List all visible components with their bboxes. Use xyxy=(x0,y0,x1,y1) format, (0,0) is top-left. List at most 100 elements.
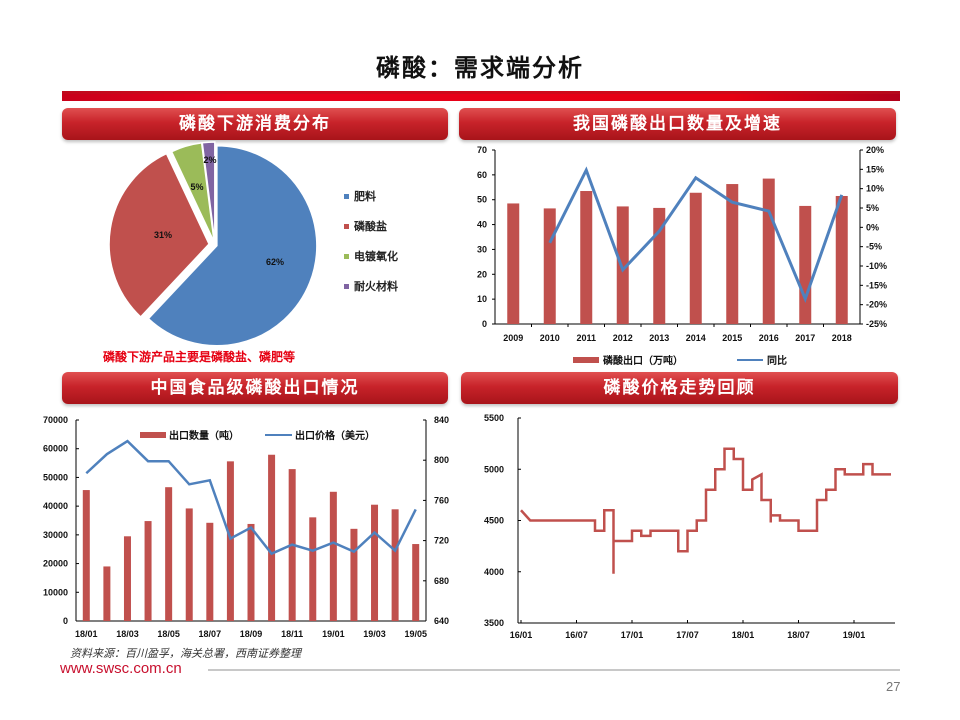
page-number: 27 xyxy=(886,679,901,694)
svg-text:2016: 2016 xyxy=(759,333,779,343)
svg-text:10%: 10% xyxy=(866,184,884,194)
bar xyxy=(206,522,214,621)
svg-text:18/01: 18/01 xyxy=(732,630,755,640)
svg-text:18/05: 18/05 xyxy=(157,629,180,639)
bar xyxy=(762,178,775,324)
legend-label: 磷酸出口（万吨） xyxy=(603,354,683,367)
svg-text:-20%: -20% xyxy=(866,300,887,310)
svg-text:0%: 0% xyxy=(866,222,879,232)
bar xyxy=(689,192,702,324)
svg-text:40: 40 xyxy=(477,220,487,230)
svg-text:30000: 30000 xyxy=(43,530,68,540)
pie-note: 磷酸下游产品主要是磷酸盐、磷肥等 xyxy=(103,350,296,364)
svg-text:2017: 2017 xyxy=(795,333,815,343)
svg-text:2014: 2014 xyxy=(686,333,706,343)
svg-text:15%: 15% xyxy=(866,164,884,174)
legend-label: 耐火材料 xyxy=(354,279,398,293)
svg-text:50000: 50000 xyxy=(43,472,68,482)
legend-swatch xyxy=(344,224,349,229)
price-panel-title: 磷酸价格走势回顾 xyxy=(461,372,898,404)
svg-text:-10%: -10% xyxy=(866,261,887,271)
svg-text:640: 640 xyxy=(434,616,449,626)
svg-text:720: 720 xyxy=(434,536,449,546)
bar xyxy=(247,523,255,621)
yoy-line xyxy=(548,166,844,304)
bar xyxy=(165,487,173,621)
svg-text:2013: 2013 xyxy=(649,333,669,343)
bar xyxy=(144,521,152,621)
svg-text:-5%: -5% xyxy=(866,242,882,252)
pie-panel-title: 磷酸下游消费分布 xyxy=(62,108,448,140)
svg-text:5000: 5000 xyxy=(484,464,504,474)
bar xyxy=(580,191,593,324)
svg-text:19/03: 19/03 xyxy=(363,629,386,639)
legend-label: 出口数量（吨） xyxy=(169,429,239,442)
legend-swatch xyxy=(344,284,349,289)
legend-label: 同比 xyxy=(767,354,787,367)
pie-label: 31% xyxy=(154,230,172,240)
svg-text:60000: 60000 xyxy=(43,444,68,454)
pie-slice xyxy=(201,141,216,243)
svg-text:680: 680 xyxy=(434,576,449,586)
price-line xyxy=(520,447,891,574)
bar xyxy=(543,208,556,324)
bar xyxy=(616,206,629,324)
svg-text:760: 760 xyxy=(434,495,449,505)
bar xyxy=(507,203,520,324)
svg-text:5%: 5% xyxy=(866,203,879,213)
svg-text:30: 30 xyxy=(477,244,487,254)
svg-text:18/11: 18/11 xyxy=(281,629,303,639)
svg-text:2015: 2015 xyxy=(722,333,742,343)
bar xyxy=(799,205,812,324)
legend-swatch xyxy=(344,254,349,259)
svg-text:-15%: -15% xyxy=(866,280,887,290)
website-link[interactable]: www.swsc.com.cn xyxy=(60,660,182,677)
svg-text:2009: 2009 xyxy=(503,333,523,343)
svg-text:10000: 10000 xyxy=(43,587,68,597)
export-chart: 0 10 20 30 40 50 60 70 -25% -20% -15% -10% -5% 0% 5% 10… xyxy=(477,145,887,367)
svg-text:19/01: 19/01 xyxy=(322,629,345,639)
pie-slice xyxy=(108,152,210,319)
svg-text:10: 10 xyxy=(477,294,487,304)
svg-text:19/01: 19/01 xyxy=(843,630,866,640)
svg-text:4000: 4000 xyxy=(484,567,504,577)
footer-divider xyxy=(208,669,900,671)
svg-text:17/07: 17/07 xyxy=(676,630,699,640)
svg-text:2010: 2010 xyxy=(540,333,560,343)
bar xyxy=(653,207,666,324)
svg-text:840: 840 xyxy=(434,415,449,425)
svg-text:16/01: 16/01 xyxy=(510,630,533,640)
svg-text:2011: 2011 xyxy=(576,333,596,343)
svg-text:20%: 20% xyxy=(866,145,884,155)
svg-text:40000: 40000 xyxy=(43,501,68,511)
pie-slice xyxy=(147,144,318,347)
svg-text:18/01: 18/01 xyxy=(75,629,98,639)
bar xyxy=(268,454,276,621)
svg-text:5500: 5500 xyxy=(484,413,504,423)
bar xyxy=(371,504,379,621)
svg-text:70000: 70000 xyxy=(43,415,68,425)
svg-text:70: 70 xyxy=(477,145,487,155)
title-divider-bar xyxy=(62,91,900,101)
legend-label: 电镀氧化 xyxy=(354,249,398,263)
bar xyxy=(103,566,111,621)
svg-text:18/07: 18/07 xyxy=(787,630,810,640)
legend-swatch xyxy=(344,194,349,199)
svg-text:18/09: 18/09 xyxy=(240,629,263,639)
bar xyxy=(412,544,420,621)
bar xyxy=(329,491,337,621)
export-panel-title: 我国磷酸出口数量及增速 xyxy=(459,108,896,140)
svg-text:18/03: 18/03 xyxy=(116,629,139,639)
bar xyxy=(350,528,358,621)
svg-text:0: 0 xyxy=(482,319,487,329)
svg-text:19/05: 19/05 xyxy=(404,629,427,639)
svg-text:-25%: -25% xyxy=(866,319,887,329)
price-chart: 3500 4000 4500 5000 5500 16/01 16/07 17/01 17/07… xyxy=(484,413,895,640)
svg-text:2018: 2018 xyxy=(832,333,852,343)
svg-text:16/07: 16/07 xyxy=(565,630,588,640)
svg-text:800: 800 xyxy=(434,455,449,465)
source-note: 资料来源：百川盈孚，海关总署，西南证券整理 xyxy=(70,647,301,660)
pie-label: 62% xyxy=(266,257,284,267)
bar xyxy=(835,195,848,324)
legend-label: 出口价格（美元） xyxy=(295,429,375,442)
